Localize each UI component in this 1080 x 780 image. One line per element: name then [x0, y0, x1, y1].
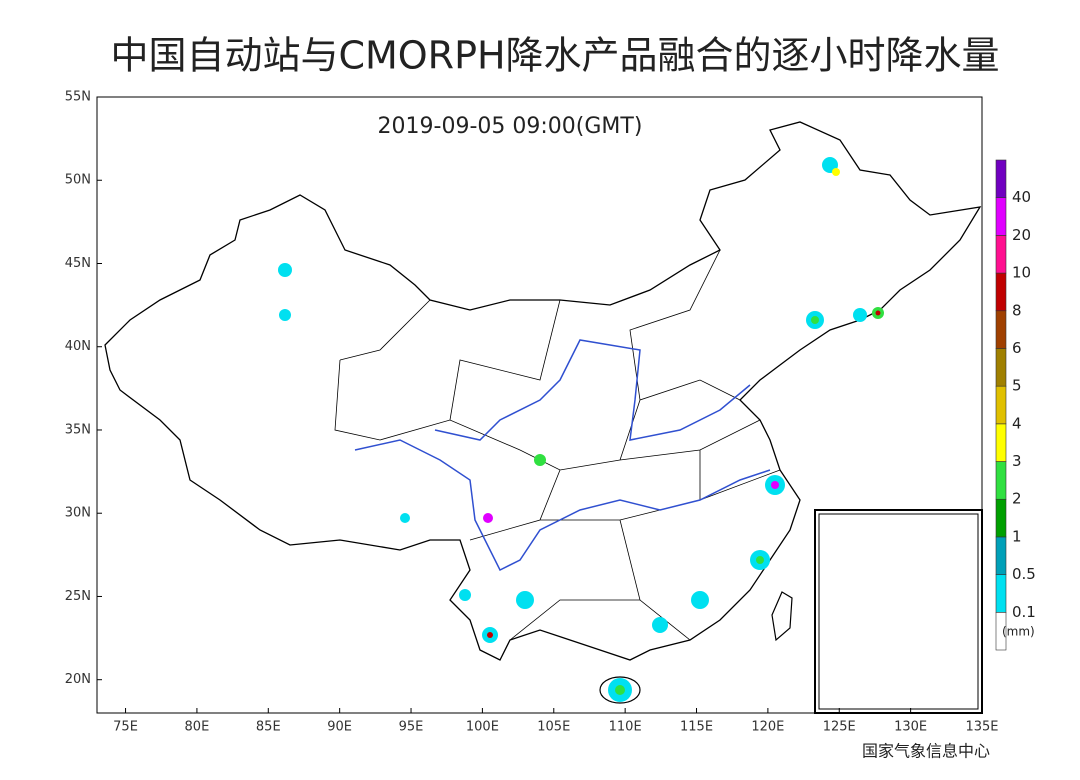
precipitation — [278, 157, 884, 702]
colorbar: 0.1 0.5 1 2 3 4 5 6 8 10 20 40 — [995, 159, 1036, 651]
colorbar-label: 20 — [1012, 226, 1031, 244]
colorbar-swatch — [995, 574, 1007, 613]
x-tick-label: 100E — [466, 720, 499, 735]
map: 2019-09-05 09:00(GMT) — [96, 96, 983, 714]
x-tick-label: 110E — [609, 720, 642, 735]
y-tick-label: 25N — [65, 589, 91, 604]
colorbar-swatch — [995, 310, 1007, 349]
x-tick-label: 80E — [185, 720, 210, 735]
colorbar-swatch — [995, 235, 1007, 274]
inset-border — [818, 513, 979, 710]
colorbar-label: 40 — [1012, 188, 1031, 206]
y-tick-label: 20N — [65, 672, 91, 687]
timestamp: 2019-09-05 09:00(GMT) — [378, 114, 643, 139]
colorbar-label: 1 — [1012, 527, 1022, 545]
y-tick-label: 45N — [65, 256, 91, 271]
x-tick-label: 130E — [894, 720, 927, 735]
x-tick-label: 135E — [965, 720, 998, 735]
china-outline — [104, 121, 982, 661]
x-tick-label: 120E — [751, 720, 784, 735]
y-tick-label: 55N — [65, 90, 91, 105]
x-tick-label: 125E — [823, 720, 856, 735]
x-tick-label: 85E — [256, 720, 281, 735]
taiwan — [771, 591, 793, 642]
colorbar-swatch — [995, 159, 1007, 198]
y-tick-label: 40N — [65, 339, 91, 354]
x-tick-label: 115E — [680, 720, 713, 735]
x-tick-label: 90E — [327, 720, 352, 735]
colorbar-label: 3 — [1012, 452, 1022, 470]
colorbar-label: 6 — [1012, 339, 1022, 357]
colorbar-swatch — [995, 498, 1007, 538]
colorbar-label: 5 — [1012, 377, 1022, 395]
colorbar-label: 4 — [1012, 414, 1022, 432]
y-tick-label: 30N — [65, 506, 91, 521]
colorbar-label: 10 — [1012, 264, 1031, 282]
colorbar-label: 8 — [1012, 301, 1022, 319]
y-tick-label: 35N — [65, 422, 91, 437]
colorbar-label: 0.1 — [1012, 603, 1036, 621]
colorbar-swatch — [995, 197, 1007, 236]
y-tick-label: 50N — [65, 173, 91, 188]
title: 中国自动站与CMORPH降水产品融合的逐小时降水量 — [110, 34, 999, 78]
hainan — [599, 676, 641, 704]
yangtze-river — [354, 439, 771, 572]
colorbar-swatch — [995, 272, 1007, 312]
source: 国家气象信息中心 — [862, 742, 990, 761]
x-tick-label: 95E — [399, 720, 424, 735]
colorbar-label: 0.5 — [1012, 565, 1036, 583]
colorbar-swatch — [995, 385, 1007, 425]
yellow-river — [434, 339, 751, 441]
colorbar-swatch — [995, 348, 1007, 387]
colorbar-swatch — [995, 423, 1007, 462]
colorbar-swatch — [995, 461, 1007, 500]
x-tick-label: 105E — [537, 720, 570, 735]
colorbar-label: 2 — [1012, 490, 1022, 508]
x-tick-label: 75E — [113, 720, 138, 735]
colorbar-swatch — [995, 536, 1007, 575]
legend-unit: (mm) — [1002, 625, 1035, 639]
inset-map — [814, 509, 983, 714]
